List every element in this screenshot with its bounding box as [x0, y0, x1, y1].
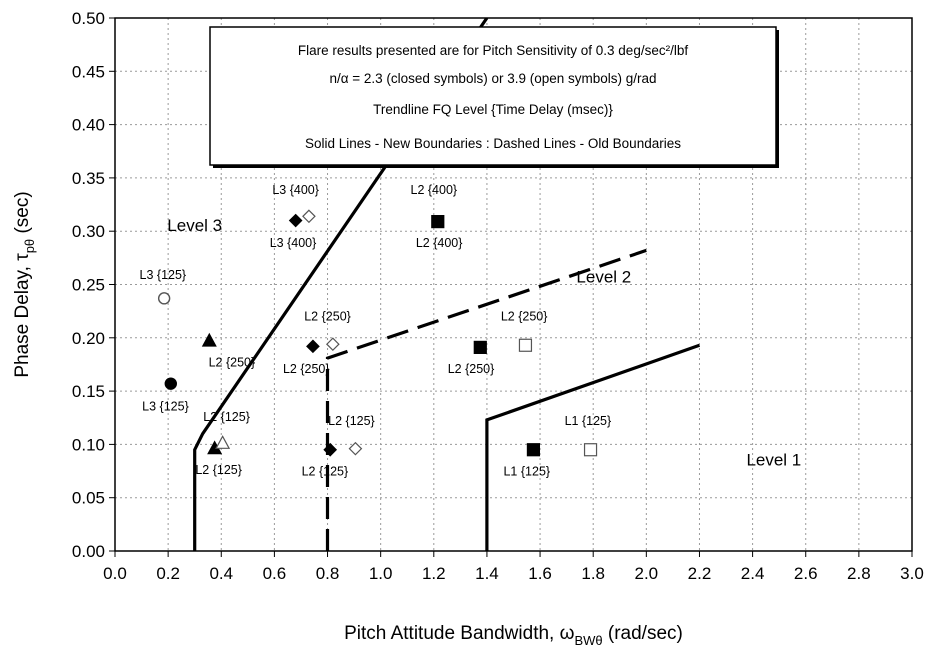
triangle-marker — [216, 436, 229, 448]
y-tick-label: 0.25 — [72, 276, 105, 295]
y-tick-label: 0.05 — [72, 489, 105, 508]
point-annotation: L2 {400} — [411, 183, 458, 197]
circle-marker — [159, 293, 170, 304]
y-tick-label: 0.30 — [72, 222, 105, 241]
diamond-marker — [290, 215, 302, 227]
y-tick-label: 0.10 — [72, 435, 105, 454]
x-tick-label: 1.0 — [369, 564, 393, 583]
legend-line: Trendline FQ Level {Time Delay (msec)} — [373, 102, 613, 117]
point-annotation: L3 {400} — [272, 183, 319, 197]
point-annotation: L2 {250} — [304, 310, 351, 324]
point-annotation: L2 {400} — [416, 236, 463, 250]
diamond-marker — [303, 210, 315, 222]
x-tick-label: 2.4 — [741, 564, 765, 583]
square-marker — [432, 216, 444, 228]
y-tick-label: 0.40 — [72, 116, 105, 135]
point-annotation: L2 {125} — [203, 410, 250, 424]
triangle-marker — [203, 334, 216, 346]
diamond-marker — [327, 338, 339, 350]
y-tick-label: 0.00 — [72, 542, 105, 561]
y-tick-label: 0.50 — [72, 9, 105, 28]
point-annotation: L2 {250} — [501, 310, 548, 324]
point-annotation: L2 {125} — [328, 414, 375, 428]
legend-line: Flare results presented are for Pitch Se… — [298, 43, 688, 58]
circle-marker — [165, 378, 176, 389]
legend-line: Solid Lines - New Boundaries : Dashed Li… — [305, 136, 681, 151]
x-tick-label: 0.4 — [209, 564, 233, 583]
x-tick-label: 2.0 — [635, 564, 659, 583]
point-annotation: L3 {125} — [140, 268, 187, 282]
diamond-marker — [307, 340, 319, 352]
point-annotation: L2 {250} — [448, 362, 495, 376]
y-tick-label: 0.15 — [72, 382, 105, 401]
square-marker — [519, 339, 531, 351]
y-tick-label: 0.45 — [72, 62, 105, 81]
x-tick-label: 2.6 — [794, 564, 818, 583]
x-tick-label: 1.8 — [581, 564, 605, 583]
x-axis-label: Pitch Attitude Bandwidth, ωBWθ (rad/sec) — [344, 623, 683, 646]
x-tick-label: 0.2 — [156, 564, 180, 583]
square-marker — [527, 444, 539, 456]
x-tick-label: 0.6 — [263, 564, 287, 583]
x-tick-label: 3.0 — [900, 564, 924, 583]
point-annotation: L3 {125} — [142, 399, 189, 413]
point-annotation: L2 {125} — [302, 464, 349, 478]
square-marker — [474, 341, 486, 353]
x-tick-label: 1.4 — [475, 564, 499, 583]
point-annotation: L3 {400} — [270, 236, 317, 250]
square-marker — [585, 444, 597, 456]
point-annotation: L1 {125} — [503, 464, 550, 478]
y-axis-label: Phase Delay, τpθ (sec) — [12, 191, 37, 377]
point-annotation: L1 {125} — [565, 414, 612, 428]
x-tick-label: 0.0 — [103, 564, 127, 583]
legend-line: n/α = 2.3 (closed symbols) or 3.9 (open … — [329, 71, 656, 86]
region-label: Level 1 — [746, 451, 801, 470]
x-tick-label: 2.2 — [688, 564, 712, 583]
point-annotation: L2 {250} — [209, 356, 256, 370]
y-tick-label: 0.20 — [72, 329, 105, 348]
x-tick-label: 2.8 — [847, 564, 871, 583]
x-tick-label: 0.8 — [316, 564, 340, 583]
x-tick-label: 1.6 — [528, 564, 552, 583]
point-annotation: L2 {250} — [283, 362, 330, 376]
region-label: Level 2 — [576, 267, 631, 286]
point-annotation: L2 {125} — [195, 463, 242, 477]
region-label: Level 3 — [167, 216, 222, 235]
y-tick-label: 0.35 — [72, 169, 105, 188]
x-tick-label: 1.2 — [422, 564, 446, 583]
